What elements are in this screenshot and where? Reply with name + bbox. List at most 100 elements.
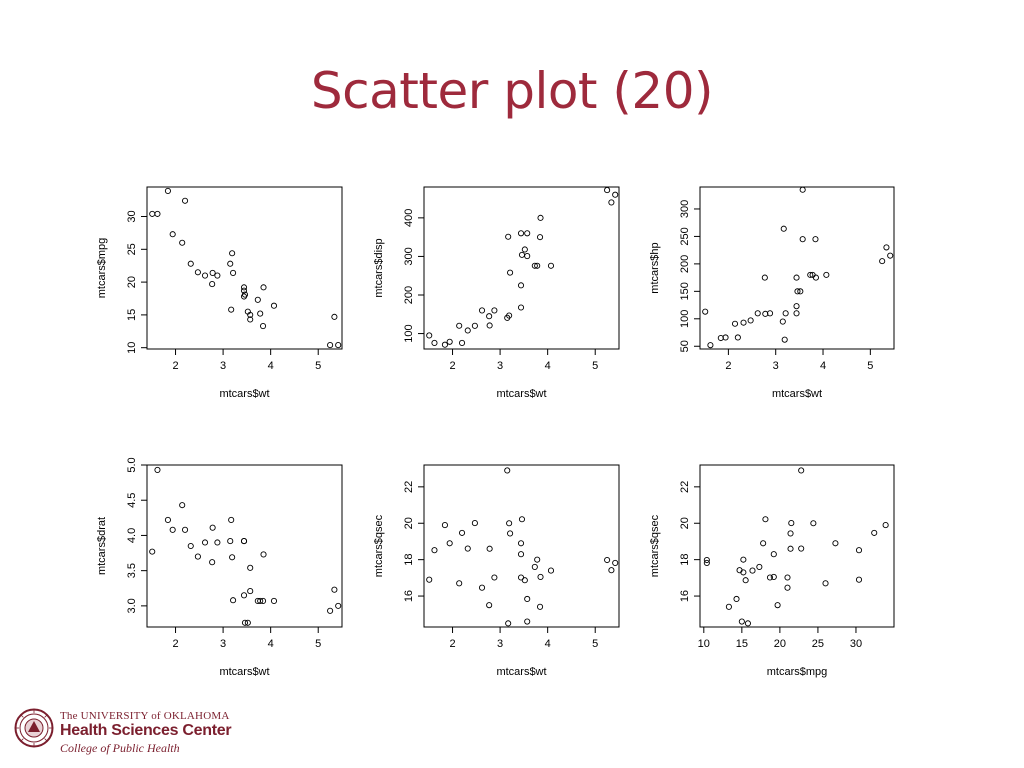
data-point xyxy=(749,567,756,574)
x-tick-label: 3 xyxy=(497,360,503,372)
data-point xyxy=(201,539,209,546)
data-point xyxy=(703,556,710,564)
data-point xyxy=(327,607,334,614)
data-point xyxy=(486,602,493,609)
x-tick-label: 4 xyxy=(820,360,826,372)
data-point xyxy=(822,580,829,587)
data-point xyxy=(766,574,774,581)
y-tick-label: 30 xyxy=(126,210,138,222)
data-point xyxy=(738,618,745,625)
data-point xyxy=(524,252,531,260)
data-point xyxy=(154,210,161,217)
data-point xyxy=(799,186,806,193)
data-point xyxy=(464,545,471,552)
data-point xyxy=(181,526,189,533)
data-point xyxy=(506,312,513,319)
data-point xyxy=(179,502,186,509)
data-point xyxy=(431,339,438,346)
data-point xyxy=(531,262,538,269)
data-point xyxy=(780,225,787,232)
data-point xyxy=(164,187,171,194)
data-point xyxy=(534,262,541,269)
y-tick-label: 20 xyxy=(126,276,138,288)
data-point xyxy=(855,576,863,583)
data-point xyxy=(604,556,611,564)
scatter-panel-6: 10 15 20 25 30 16 18 20 22 mtcars$mpg mtcars$qsec xyxy=(649,464,895,678)
data-point xyxy=(209,524,216,531)
data-point xyxy=(740,569,747,576)
data-point xyxy=(798,467,805,474)
x-axis-label: mtcars$wt xyxy=(496,666,546,678)
data-point xyxy=(547,567,555,574)
data-point xyxy=(832,540,839,547)
data-point xyxy=(456,580,463,587)
data-point xyxy=(441,341,448,348)
x-axis-label: mtcars$wt xyxy=(496,388,546,400)
data-point xyxy=(779,318,786,325)
data-point xyxy=(244,619,251,626)
data-point xyxy=(247,588,254,595)
data-point xyxy=(164,516,171,523)
data-point xyxy=(241,291,249,298)
plot-frame xyxy=(146,186,343,350)
x-axis-label: mtcars$mpg xyxy=(767,666,828,678)
data-point xyxy=(431,547,438,554)
data-point xyxy=(478,307,486,314)
data-point xyxy=(517,540,525,547)
data-point xyxy=(247,316,254,323)
data-point xyxy=(782,310,789,317)
data-point xyxy=(335,602,342,609)
data-point xyxy=(871,529,878,536)
data-point xyxy=(807,271,814,278)
data-point xyxy=(536,603,544,610)
data-point xyxy=(194,553,201,560)
y-tick-label: 18 xyxy=(403,554,415,566)
data-point xyxy=(788,520,795,527)
data-point xyxy=(241,619,249,626)
data-point xyxy=(794,288,801,295)
data-point xyxy=(426,576,433,583)
data-point xyxy=(478,584,486,591)
data-point xyxy=(259,597,267,604)
data-point xyxy=(209,281,216,288)
college-name: College of Public Health xyxy=(60,741,180,755)
footer-logo: The UNIVERSITY of OKLAHOMA Health Scienc… xyxy=(14,708,274,758)
data-point xyxy=(458,339,466,346)
y-tick-label: 250 xyxy=(679,227,691,245)
data-point xyxy=(227,538,234,545)
data-point xyxy=(608,199,615,206)
data-point xyxy=(781,336,788,343)
data-point xyxy=(537,214,544,221)
data-point xyxy=(722,334,729,341)
data-point xyxy=(793,303,800,310)
data-point xyxy=(524,595,531,603)
data-point xyxy=(524,618,531,625)
plot-frame xyxy=(146,464,343,628)
data-point xyxy=(812,274,819,281)
data-point xyxy=(812,236,819,243)
plot-frame xyxy=(423,464,620,628)
x-tick-label: 3 xyxy=(220,638,226,650)
y-tick-label: 300 xyxy=(679,200,691,218)
y-tick-label: 4.0 xyxy=(126,528,138,543)
data-point xyxy=(446,540,453,547)
data-point xyxy=(521,246,528,253)
data-point xyxy=(855,547,863,554)
data-point xyxy=(507,530,514,537)
data-point xyxy=(612,191,619,198)
data-point xyxy=(770,573,777,580)
data-point xyxy=(518,516,526,523)
data-point xyxy=(486,545,493,552)
data-point xyxy=(761,274,768,281)
y-tick-label: 18 xyxy=(679,554,691,566)
data-point xyxy=(270,302,278,309)
data-point xyxy=(725,603,732,610)
data-point xyxy=(740,556,747,563)
y-tick-label: 16 xyxy=(679,590,691,602)
data-point xyxy=(517,551,525,558)
data-point xyxy=(505,620,512,627)
university-name: The UNIVERSITY of OKLAHOMA xyxy=(60,710,230,722)
y-axis-label: mtcars$disp xyxy=(373,238,385,297)
data-point xyxy=(536,234,544,241)
